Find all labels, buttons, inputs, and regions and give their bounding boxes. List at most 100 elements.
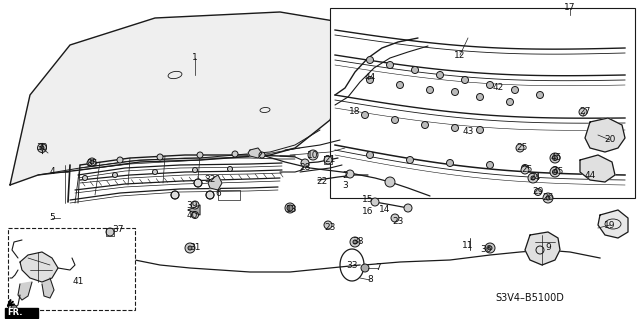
- Circle shape: [506, 99, 513, 106]
- Circle shape: [486, 81, 493, 88]
- Text: 10: 10: [307, 151, 319, 160]
- Circle shape: [385, 177, 395, 187]
- Circle shape: [422, 122, 429, 129]
- Text: 41: 41: [72, 278, 84, 286]
- Circle shape: [188, 246, 192, 250]
- Circle shape: [477, 93, 483, 100]
- Text: 21: 21: [324, 155, 336, 165]
- Circle shape: [259, 152, 265, 158]
- Circle shape: [552, 169, 557, 174]
- Circle shape: [157, 154, 163, 160]
- Circle shape: [488, 246, 492, 250]
- Text: 43: 43: [462, 128, 474, 137]
- Circle shape: [404, 204, 412, 212]
- Circle shape: [285, 203, 295, 213]
- Circle shape: [550, 153, 560, 163]
- Circle shape: [447, 160, 454, 167]
- Circle shape: [206, 191, 214, 199]
- Bar: [330, 8, 635, 198]
- Circle shape: [185, 243, 195, 253]
- Circle shape: [367, 77, 374, 84]
- Bar: [8, 228, 135, 310]
- Circle shape: [486, 161, 493, 168]
- Circle shape: [387, 62, 394, 69]
- Circle shape: [287, 205, 293, 211]
- Circle shape: [406, 157, 413, 164]
- Circle shape: [536, 92, 543, 99]
- Circle shape: [324, 221, 332, 229]
- Circle shape: [579, 108, 587, 116]
- Circle shape: [191, 211, 198, 219]
- Text: 42: 42: [492, 84, 504, 93]
- Circle shape: [522, 165, 529, 172]
- Circle shape: [117, 157, 123, 163]
- Text: 13: 13: [286, 205, 298, 214]
- Circle shape: [152, 169, 157, 174]
- Text: 45: 45: [550, 153, 562, 162]
- Circle shape: [367, 56, 374, 63]
- Text: 27: 27: [579, 108, 591, 116]
- Circle shape: [106, 228, 114, 236]
- Polygon shape: [248, 148, 262, 158]
- Text: 11: 11: [462, 241, 474, 249]
- Circle shape: [40, 146, 44, 150]
- Circle shape: [371, 198, 379, 206]
- Text: 31: 31: [189, 243, 201, 253]
- Polygon shape: [188, 205, 200, 215]
- Text: 30: 30: [36, 144, 48, 152]
- Circle shape: [361, 264, 369, 272]
- Polygon shape: [42, 278, 54, 298]
- Circle shape: [301, 159, 309, 167]
- Circle shape: [397, 81, 403, 88]
- Circle shape: [90, 160, 94, 164]
- Text: 40: 40: [186, 211, 198, 219]
- Circle shape: [193, 167, 198, 173]
- Text: 18: 18: [349, 108, 361, 116]
- Polygon shape: [5, 308, 38, 318]
- Text: 44: 44: [364, 73, 376, 83]
- Circle shape: [197, 152, 203, 158]
- Circle shape: [83, 175, 88, 181]
- Text: 25: 25: [522, 166, 532, 174]
- Text: 9: 9: [545, 242, 551, 251]
- Text: 16: 16: [362, 207, 374, 217]
- Polygon shape: [18, 282, 32, 300]
- Circle shape: [528, 173, 538, 183]
- Circle shape: [88, 158, 96, 166]
- Text: 39: 39: [186, 201, 198, 210]
- Circle shape: [543, 193, 553, 203]
- Polygon shape: [10, 12, 360, 185]
- Text: 29: 29: [532, 188, 544, 197]
- Circle shape: [516, 144, 524, 152]
- Text: 24: 24: [529, 174, 541, 182]
- Circle shape: [550, 167, 560, 177]
- Circle shape: [461, 77, 468, 84]
- Text: S3V4–B5100D: S3V4–B5100D: [495, 293, 564, 303]
- Text: 5: 5: [49, 213, 55, 222]
- Circle shape: [232, 151, 238, 157]
- Text: 32: 32: [204, 175, 216, 184]
- Text: 45: 45: [552, 167, 564, 176]
- Circle shape: [362, 112, 369, 118]
- Text: 3: 3: [342, 181, 348, 189]
- Polygon shape: [20, 252, 58, 282]
- Circle shape: [227, 167, 232, 172]
- Text: 23: 23: [392, 218, 404, 226]
- Circle shape: [534, 189, 541, 196]
- Text: 26: 26: [542, 194, 554, 203]
- Text: 14: 14: [380, 205, 390, 214]
- Text: 19: 19: [604, 220, 616, 229]
- Circle shape: [324, 156, 332, 164]
- Circle shape: [11, 305, 17, 311]
- Circle shape: [191, 201, 199, 209]
- Text: 1: 1: [192, 54, 198, 63]
- Text: 12: 12: [454, 50, 466, 60]
- Polygon shape: [525, 232, 560, 265]
- Text: 25: 25: [516, 144, 528, 152]
- Circle shape: [194, 179, 202, 187]
- Circle shape: [412, 66, 419, 73]
- Circle shape: [546, 196, 550, 200]
- Circle shape: [392, 116, 399, 123]
- Text: 8: 8: [367, 276, 373, 285]
- Circle shape: [426, 86, 433, 93]
